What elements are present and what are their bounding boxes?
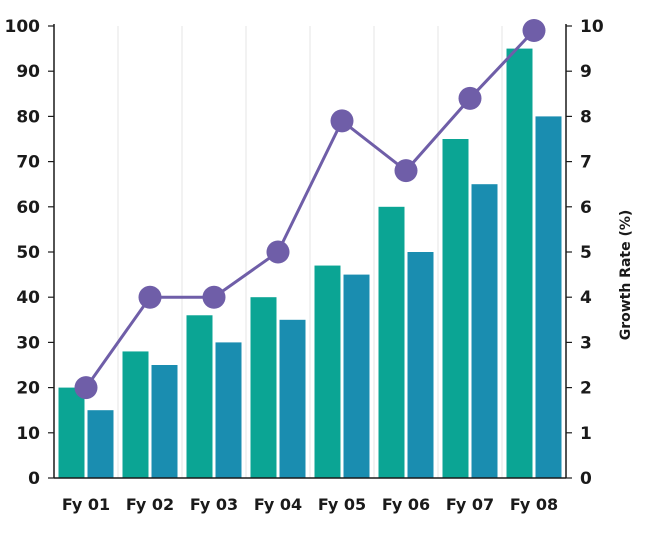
growth-rate-point	[74, 376, 98, 400]
y2-tick-label: 4	[580, 288, 592, 308]
y-tick-label: 40	[16, 288, 40, 308]
y-tick-label: 100	[5, 17, 41, 37]
axes	[48, 24, 572, 479]
growth-rate-point	[522, 19, 546, 43]
bar	[506, 48, 533, 478]
x-category-label: Fy 02	[126, 495, 174, 514]
x-category-label: Fy 06	[382, 495, 430, 514]
y2-tick-label: 5	[580, 243, 592, 263]
y2-tick-label: 9	[580, 62, 592, 82]
x-category-label: Fy 01	[62, 495, 110, 514]
y2-tick-label: 10	[580, 17, 604, 37]
right-axis-label: Growth Rate (%)	[618, 210, 634, 341]
bar	[215, 342, 242, 478]
y2-tick-label: 1	[580, 424, 592, 444]
right-y-tick-labels: 0 1 2 3 4 5 6 7 8 9 10	[580, 17, 604, 489]
growth-rate-point	[458, 86, 482, 110]
bar	[407, 252, 434, 478]
y-tick-label: 50	[16, 243, 40, 263]
y-tick-label: 90	[16, 62, 40, 82]
x-category-label: Fy 04	[254, 495, 302, 514]
y-tick-label: 60	[16, 198, 40, 218]
growth-rate-point	[266, 240, 290, 264]
bar-series	[58, 48, 562, 479]
y2-tick-label: 8	[580, 107, 592, 127]
x-category-labels: Fy 01 Fy 02 Fy 03 Fy 04 Fy 05 Fy 06 Fy 07 Fy 08	[62, 495, 558, 514]
bar	[122, 351, 149, 478]
x-category-label: Fy 08	[510, 495, 558, 514]
y-tick-label: 20	[16, 379, 40, 399]
growth-rate-series	[74, 19, 546, 400]
bar	[250, 297, 277, 478]
bar	[58, 387, 85, 478]
bar	[279, 319, 306, 478]
bar	[186, 315, 213, 478]
bar	[442, 139, 469, 478]
bar	[314, 265, 341, 478]
growth-rate-point	[330, 109, 354, 133]
y-tick-label: 80	[16, 107, 40, 127]
x-category-label: Fy 05	[318, 495, 366, 514]
growth-rate-point	[202, 285, 226, 309]
y-tick-label: 0	[28, 469, 40, 489]
y-tick-label: 30	[16, 333, 40, 353]
bar	[343, 274, 370, 478]
vertical-gridlines	[117, 26, 503, 478]
y2-tick-label: 3	[580, 333, 592, 353]
y2-tick-label: 2	[580, 379, 592, 399]
y2-tick-label: 6	[580, 198, 592, 218]
y2-tick-label: 0	[580, 469, 592, 489]
bar	[535, 116, 562, 479]
bar	[151, 365, 178, 478]
x-category-label: Fy 03	[190, 495, 238, 514]
y2-tick-label: 7	[580, 153, 592, 173]
growth-rate-point	[394, 159, 418, 183]
y-tick-label: 10	[16, 424, 40, 444]
x-category-label: Fy 07	[446, 495, 494, 514]
bar	[378, 206, 405, 479]
growth-rate-point	[138, 285, 162, 309]
y-tick-label: 70	[16, 153, 40, 173]
left-y-tick-labels: 0 10 20 30 40 50 60 70 80 90 100	[5, 17, 41, 489]
bar	[87, 410, 114, 478]
bar	[471, 184, 498, 478]
